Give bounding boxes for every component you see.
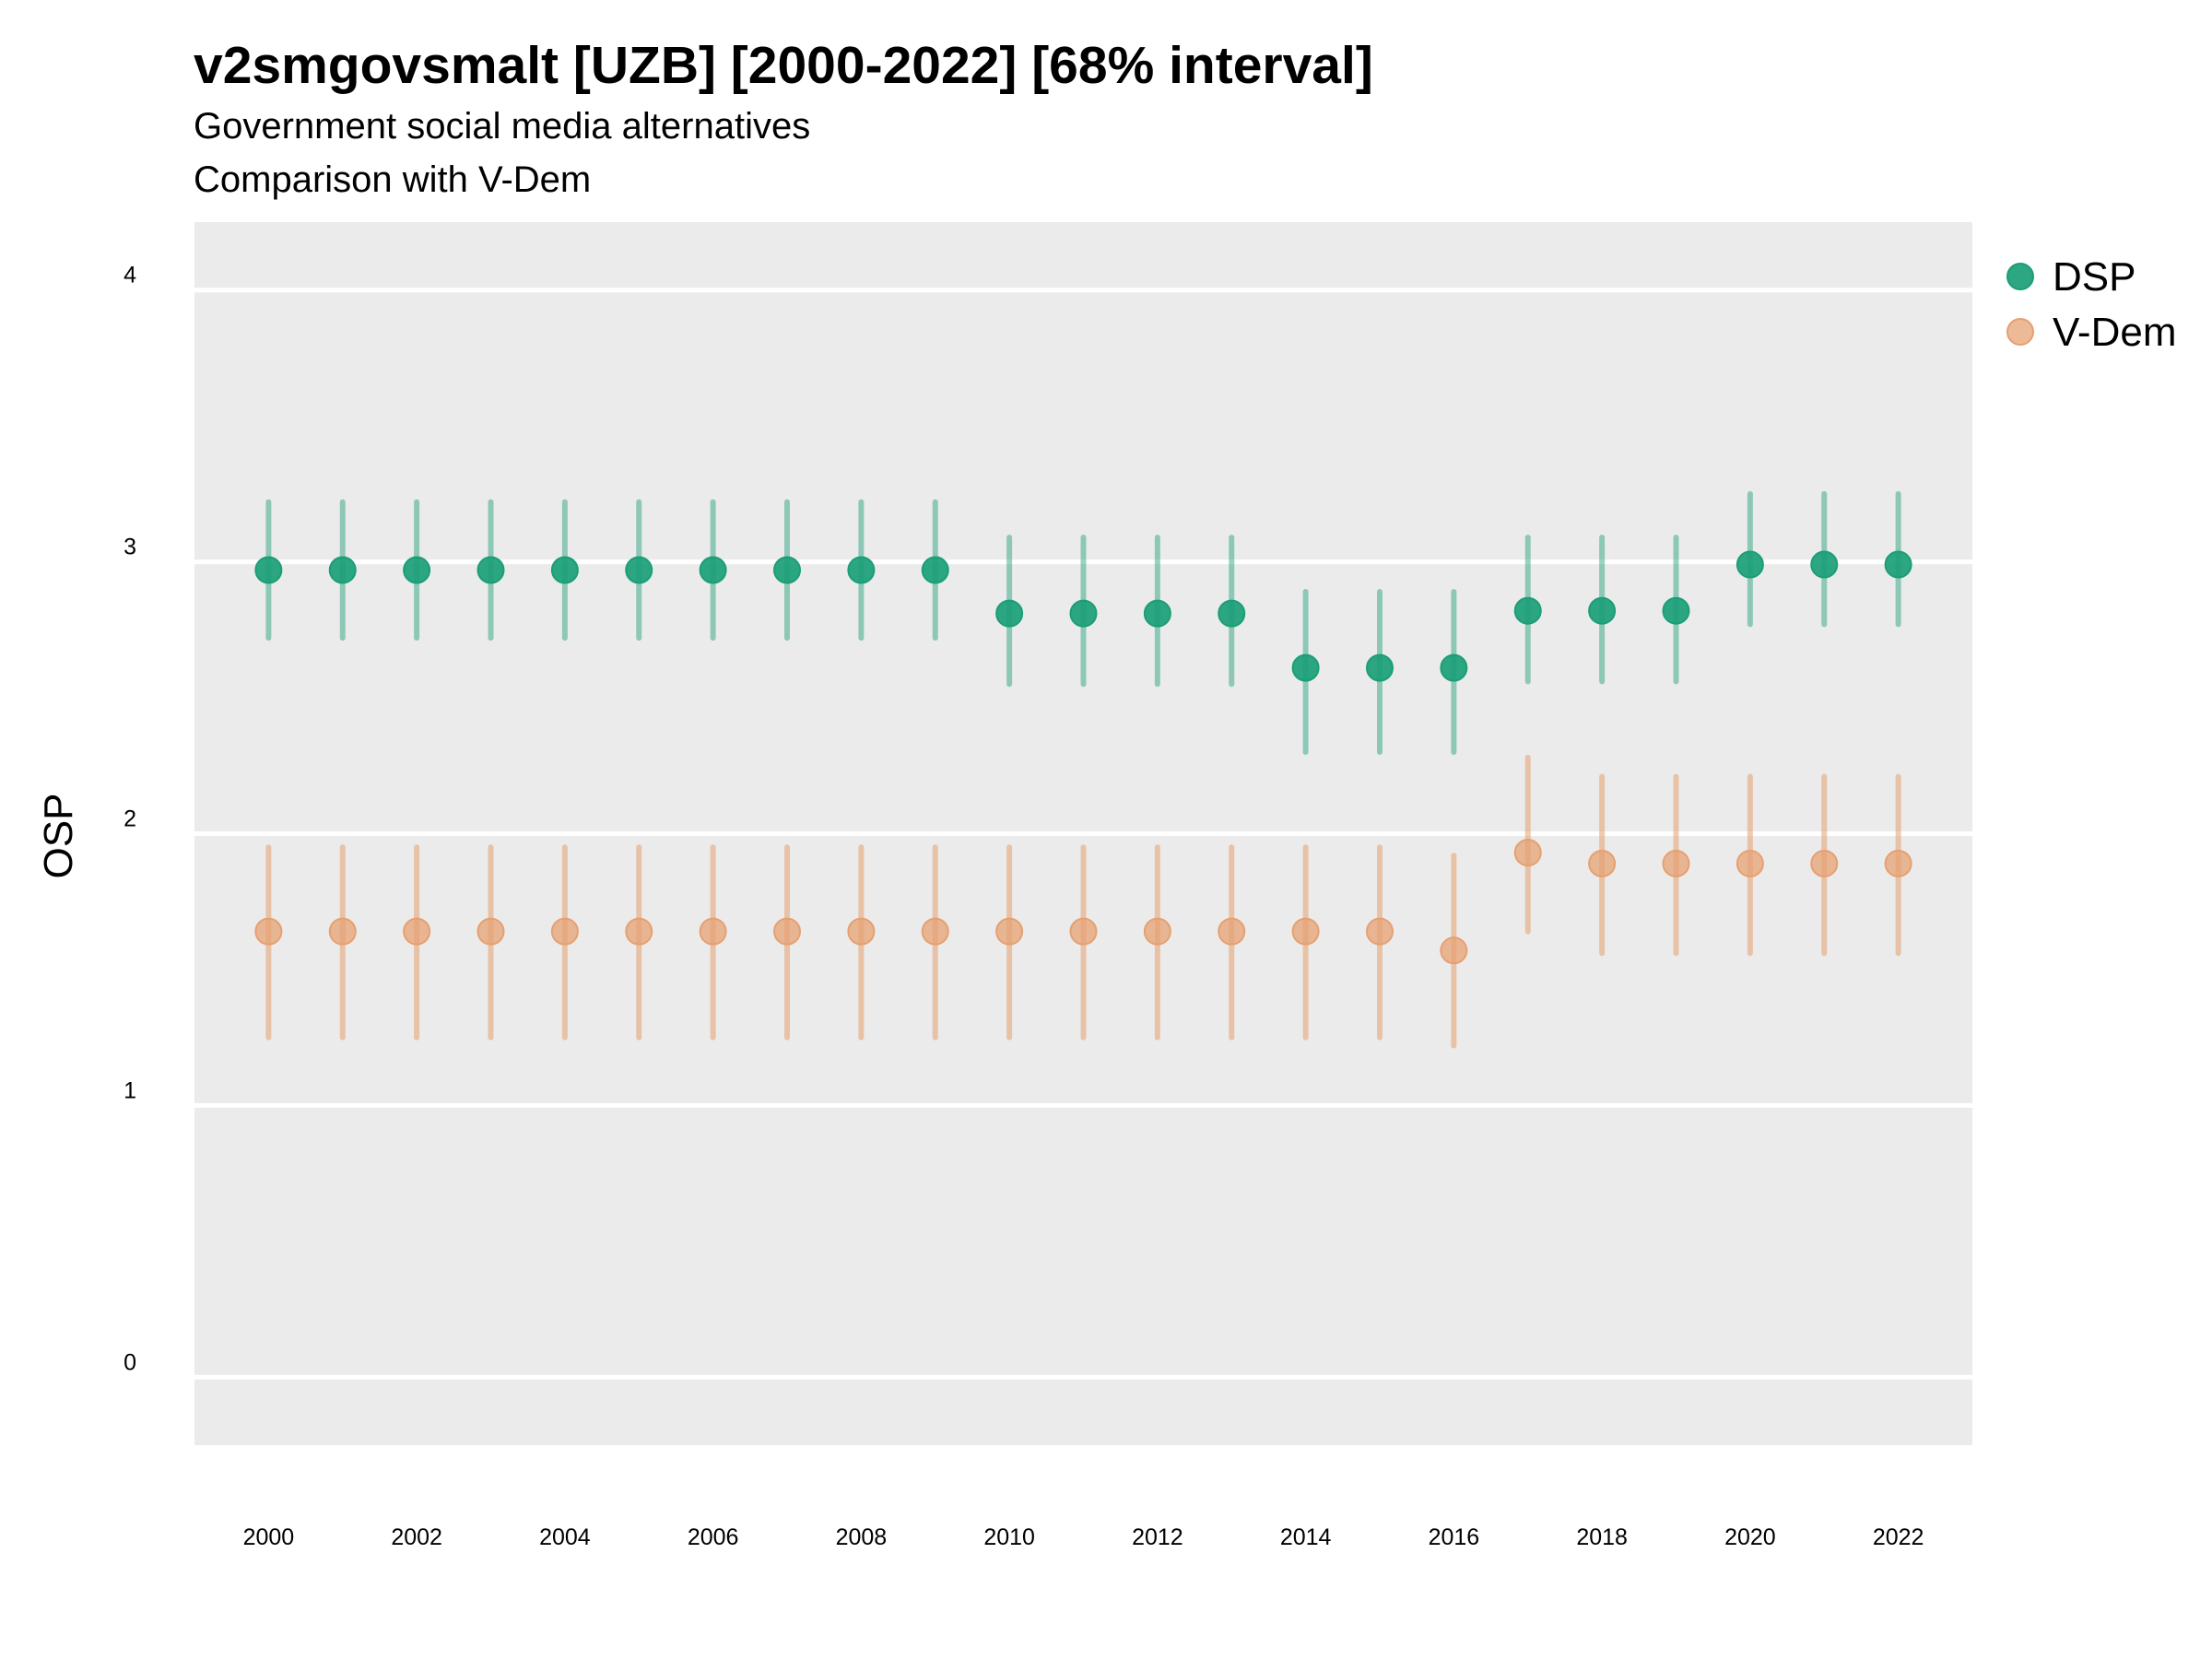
- y-tick-label: 2: [124, 806, 136, 832]
- data-point: [328, 556, 357, 584]
- data-point: [1069, 917, 1098, 946]
- data-point: [477, 917, 505, 946]
- data-point: [921, 556, 949, 584]
- data-point: [773, 917, 801, 946]
- data-point: [699, 917, 727, 946]
- data-point: [550, 556, 579, 584]
- data-point: [1884, 550, 1912, 579]
- data-point: [1588, 596, 1617, 625]
- data-point: [477, 556, 505, 584]
- y-axis-label: OSP: [36, 794, 81, 879]
- data-point: [1143, 599, 1171, 628]
- x-tick-label: 2010: [983, 1524, 1035, 1550]
- data-point: [1440, 936, 1468, 965]
- data-point: [1810, 849, 1839, 877]
- data-point: [403, 556, 431, 584]
- data-point: [1366, 653, 1394, 682]
- y-tick-label: 1: [124, 1077, 136, 1103]
- data-point: [550, 917, 579, 946]
- legend-marker: [2006, 318, 2034, 346]
- data-point: [1588, 849, 1617, 877]
- legend-marker: [2006, 263, 2034, 290]
- data-point: [773, 556, 801, 584]
- x-tick-label: 2004: [539, 1524, 591, 1550]
- data-point: [1291, 917, 1320, 946]
- x-tick-label: 2006: [688, 1524, 739, 1550]
- data-point: [1884, 849, 1912, 877]
- x-tick-label: 2014: [1280, 1524, 1332, 1550]
- data-point: [1513, 839, 1542, 867]
- x-tick-label: 2020: [1724, 1524, 1776, 1550]
- y-axis-ticks: 0 1 2 3 4: [124, 263, 136, 1376]
- data-point: [1291, 653, 1320, 682]
- chart-title: v2smgovsmalt [UZB] [2000-2022] [68% inte…: [194, 36, 1373, 95]
- x-tick-label: 2000: [243, 1524, 295, 1550]
- y-tick-label: 0: [124, 1349, 136, 1375]
- data-point: [1143, 917, 1171, 946]
- data-point: [699, 556, 727, 584]
- data-point: [921, 917, 949, 946]
- data-point: [995, 917, 1024, 946]
- x-axis-ticks: 2000 2002 2004 2006 2008 2010 2012 2014 2016 2018…: [243, 1524, 1924, 1550]
- data-point: [328, 917, 357, 946]
- x-tick-label: 2012: [1132, 1524, 1183, 1550]
- data-series: [254, 490, 1912, 1049]
- legend-label: V-Dem: [2053, 310, 2176, 355]
- x-tick-label: 2008: [836, 1524, 888, 1550]
- chart-subtitle-comparison: Comparison with V-Dem: [194, 159, 592, 200]
- series-v-dem: [254, 754, 1912, 1049]
- x-tick-label: 2002: [391, 1524, 442, 1550]
- chart-subtitle: Government social media alternatives: [194, 106, 811, 147]
- data-point: [625, 556, 653, 584]
- x-tick-label: 2016: [1429, 1524, 1480, 1550]
- data-point: [1662, 596, 1690, 625]
- data-point: [1513, 596, 1542, 625]
- data-point: [995, 599, 1024, 628]
- data-point: [1218, 917, 1246, 946]
- y-tick-label: 4: [124, 263, 136, 288]
- data-point: [1366, 917, 1394, 946]
- data-point: [1735, 550, 1764, 579]
- legend: DSP V-Dem: [2006, 254, 2176, 355]
- data-point: [1218, 599, 1246, 628]
- x-tick-label: 2018: [1576, 1524, 1628, 1550]
- x-tick-label: 2022: [1873, 1524, 1924, 1550]
- legend-label: DSP: [2053, 254, 2136, 300]
- data-point: [1735, 849, 1764, 877]
- data-point: [847, 917, 876, 946]
- data-point: [1662, 849, 1690, 877]
- data-point: [1440, 653, 1468, 682]
- data-point: [254, 556, 283, 584]
- series-dsp: [254, 490, 1912, 756]
- data-point: [1069, 599, 1098, 628]
- data-point: [1810, 550, 1839, 579]
- data-point: [625, 917, 653, 946]
- data-point: [847, 556, 876, 584]
- data-point: [254, 917, 283, 946]
- y-tick-label: 3: [124, 535, 136, 560]
- data-point: [403, 917, 431, 946]
